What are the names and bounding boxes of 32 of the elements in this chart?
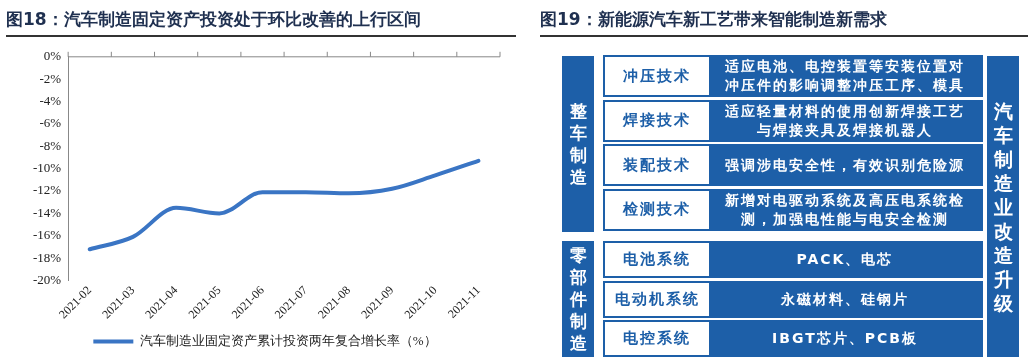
text: 电池系统 bbox=[605, 243, 709, 276]
text: 电控系统 bbox=[605, 322, 709, 355]
y-tick-label: 0% bbox=[43, 48, 62, 64]
y-tick-label: -16% bbox=[32, 227, 62, 243]
text: 适应电池、电控装置等安装位置对冲压件的影响调整冲压工序、模具 bbox=[724, 57, 966, 95]
text: 新增对电驱动系统及高压电系统检测，加强电性能与电安全检测 bbox=[724, 190, 966, 229]
y-tick-label: -20% bbox=[32, 271, 62, 287]
text: 零部件制造 bbox=[569, 244, 587, 354]
text: 强调涉电安全性，有效识别危险源 bbox=[724, 155, 966, 175]
y-tick-label: -10% bbox=[32, 160, 62, 176]
text: 适应轻量材料的使用创新焊接工艺与焊接夹具及焊接机器人 bbox=[724, 101, 966, 140]
text: 装配技术 bbox=[605, 146, 709, 184]
text: 电动机系统 bbox=[605, 282, 709, 316]
y-tick-label: -14% bbox=[32, 204, 62, 220]
y-tick-label: -4% bbox=[39, 92, 62, 108]
y-tick-label: -12% bbox=[32, 182, 62, 198]
text: 汽车制造业改造升级 bbox=[993, 99, 1013, 314]
text: 整车制造 bbox=[569, 100, 587, 188]
y-tick-label: -2% bbox=[39, 70, 62, 86]
line-series bbox=[87, 158, 481, 252]
text: 永磁材料、硅钢片 bbox=[780, 289, 910, 309]
text: 图19：新能源汽车新工艺带来智能制造新需求 bbox=[540, 8, 1028, 37]
chart-title: 图18：汽车制造固定资产投资处于环比改善的上行区间 bbox=[6, 8, 516, 37]
text: IBGT芯片、PCB板 bbox=[771, 329, 919, 348]
y-tick-label: -18% bbox=[32, 249, 62, 265]
text: 焊接技术 bbox=[605, 101, 709, 140]
text: PACK、电芯 bbox=[795, 250, 895, 269]
y-tick-label: -6% bbox=[39, 115, 62, 131]
y-tick-label: -8% bbox=[39, 137, 62, 153]
text: 冲压技术 bbox=[605, 57, 709, 95]
text: 检测技术 bbox=[605, 190, 709, 229]
legend-label: 汽车制造业固定资产累计投资两年复合增长率（%） bbox=[139, 332, 437, 348]
